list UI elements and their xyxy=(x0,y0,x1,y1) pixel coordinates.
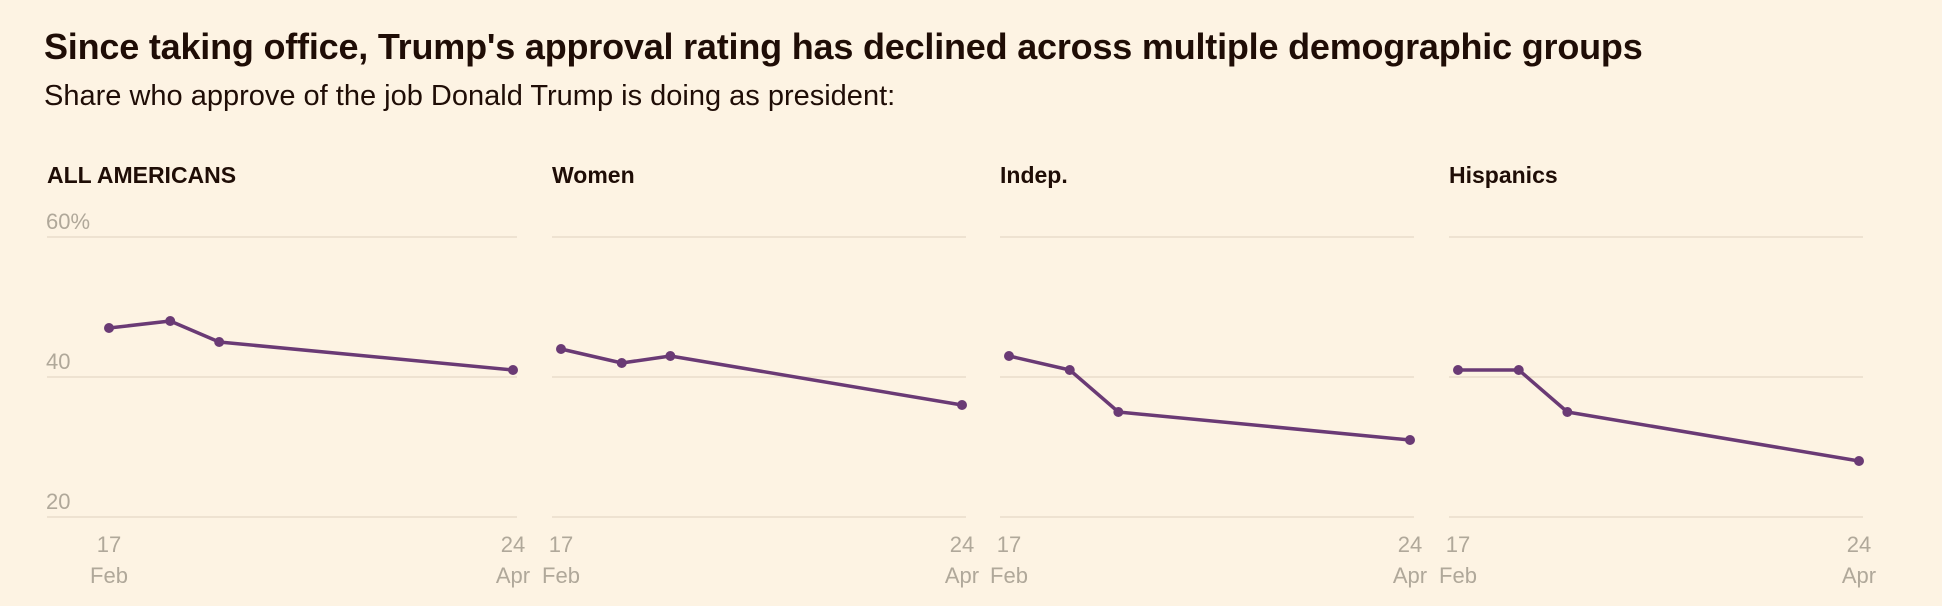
x-tick-day: 24 xyxy=(1847,532,1871,557)
data-point xyxy=(1854,456,1864,466)
chart-subtitle: Share who approve of the job Donald Trum… xyxy=(44,80,896,112)
data-point xyxy=(165,316,176,326)
chart-title: Since taking office, Trump's approval ra… xyxy=(44,26,1643,67)
panel-label-all-americans: ALL AMERICANS xyxy=(47,162,237,188)
x-tick-day: 17 xyxy=(1446,532,1470,557)
approval-line xyxy=(1456,368,1861,463)
approval-line xyxy=(1007,354,1412,442)
data-point xyxy=(214,337,225,347)
x-tick-month: Feb xyxy=(90,563,128,588)
data-point xyxy=(508,365,518,375)
data-point xyxy=(104,323,114,333)
approval-line xyxy=(107,319,515,372)
panel-label-independents: Indep. xyxy=(1000,162,1068,188)
y-tick-label: 60% xyxy=(46,209,90,234)
x-tick-day: 24 xyxy=(950,532,974,557)
x-tick-month: Apr xyxy=(945,563,979,588)
panel-label-women: Women xyxy=(552,162,635,188)
data-point xyxy=(616,358,627,368)
data-point xyxy=(1453,365,1463,375)
x-tick-day: 17 xyxy=(97,532,121,557)
data-point xyxy=(1064,365,1075,375)
x-tick-month: Feb xyxy=(1439,563,1477,588)
data-point xyxy=(1113,407,1124,417)
y-tick-label: 20 xyxy=(46,489,70,514)
x-tick-month: Apr xyxy=(1842,563,1876,588)
x-tick-day: 17 xyxy=(997,532,1021,557)
data-point xyxy=(1405,435,1415,445)
approval-line xyxy=(559,347,964,407)
x-tick-month: Apr xyxy=(496,563,530,588)
data-point xyxy=(1004,351,1014,361)
data-point xyxy=(556,344,566,354)
y-tick-label: 40 xyxy=(46,349,70,374)
data-point xyxy=(665,351,676,361)
x-tick-month: Feb xyxy=(542,563,580,588)
data-point xyxy=(1562,407,1573,417)
x-tick-day: 24 xyxy=(501,532,525,557)
x-tick-day: 17 xyxy=(549,532,573,557)
panel-label-hispanics: Hispanics xyxy=(1449,162,1558,188)
data-point xyxy=(957,400,967,410)
x-tick-month: Feb xyxy=(990,563,1028,588)
data-point xyxy=(1513,365,1524,375)
x-tick-month: Apr xyxy=(1393,563,1427,588)
x-tick-day: 24 xyxy=(1398,532,1422,557)
